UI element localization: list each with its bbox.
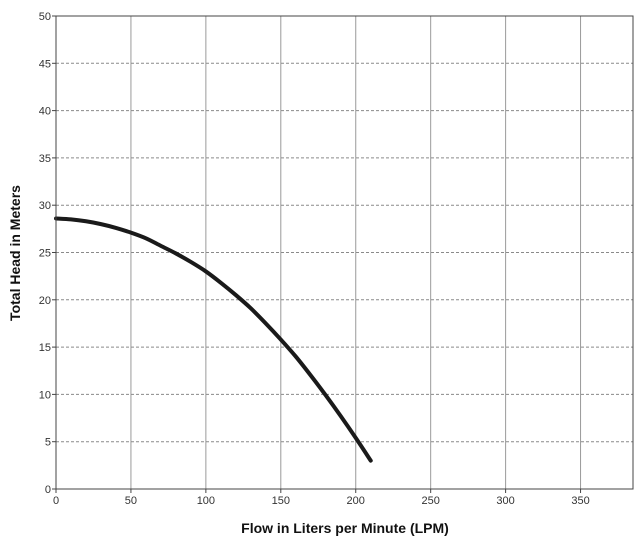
y-tick-label: 35	[39, 153, 51, 165]
x-axis-title: Flow in Liters per Minute (LPM)	[241, 520, 449, 536]
grid	[52, 15, 633, 493]
pump-curve-line	[54, 216, 373, 463]
y-tick-label: 45	[39, 58, 51, 70]
y-tick-label: 15	[39, 342, 51, 354]
x-tick-label: 250	[421, 495, 439, 507]
y-tick-label: 5	[45, 437, 51, 449]
x-tick-label: 0	[53, 495, 59, 507]
y-tick-label: 10	[39, 389, 51, 401]
y-axis-title: Total Head in Meters	[7, 185, 23, 321]
series	[54, 216, 373, 463]
y-tick-label: 40	[39, 106, 51, 118]
x-tick-label: 150	[272, 495, 290, 507]
tick-labels: 0 50 100 150 200 250 300 350 0 5 10 15 20 25 30 35 40 45 5…	[39, 11, 590, 507]
x-tick-label: 200	[347, 495, 365, 507]
y-tick-label: 30	[39, 200, 51, 212]
x-tick-label: 350	[571, 495, 589, 507]
y-tick-label: 0	[45, 484, 51, 496]
x-tick-label: 300	[496, 495, 514, 507]
x-tick-label: 50	[125, 495, 137, 507]
plot-frame	[55, 15, 634, 490]
y-tick-label: 20	[39, 295, 51, 307]
y-tick-label: 25	[39, 248, 51, 260]
x-tick-label: 100	[197, 495, 215, 507]
y-tick-label: 50	[39, 11, 51, 23]
